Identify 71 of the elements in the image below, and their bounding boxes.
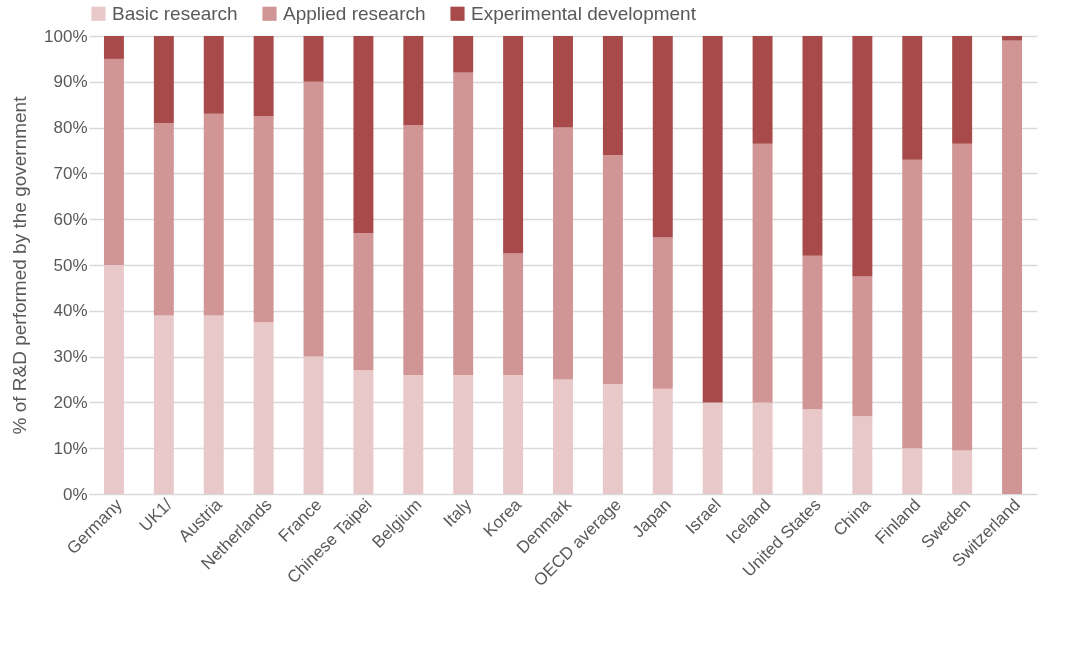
bar bbox=[503, 374, 524, 494]
bar bbox=[952, 36, 973, 144]
bar bbox=[752, 36, 773, 144]
y-tick-label: 70% bbox=[53, 163, 88, 183]
bar bbox=[453, 36, 474, 73]
bar bbox=[503, 36, 524, 254]
bar bbox=[103, 58, 124, 265]
bar bbox=[852, 36, 873, 277]
bar bbox=[602, 36, 623, 156]
bar bbox=[602, 384, 623, 494]
y-tick-label: 20% bbox=[53, 392, 88, 412]
bar bbox=[553, 127, 573, 380]
y-tick-label: 50% bbox=[53, 255, 88, 275]
bar bbox=[553, 379, 573, 494]
legend-label: Applied research bbox=[283, 2, 426, 24]
bar bbox=[203, 36, 224, 114]
y-tick-label: 30% bbox=[53, 347, 88, 367]
legend-label: Experimental development bbox=[471, 2, 697, 24]
bar bbox=[902, 448, 923, 494]
bar bbox=[1002, 36, 1023, 41]
bar bbox=[503, 253, 524, 375]
bar bbox=[253, 322, 274, 494]
bar bbox=[153, 315, 174, 494]
bar bbox=[602, 155, 623, 385]
bar bbox=[203, 315, 224, 494]
bar bbox=[652, 237, 673, 389]
bar bbox=[553, 36, 573, 128]
bar bbox=[802, 409, 823, 494]
bar bbox=[103, 265, 124, 494]
bar bbox=[253, 36, 274, 117]
bar bbox=[852, 276, 873, 417]
bar bbox=[802, 255, 823, 410]
bar bbox=[153, 123, 174, 316]
bar bbox=[702, 402, 723, 494]
bar bbox=[303, 36, 324, 82]
bar bbox=[802, 36, 823, 256]
bar bbox=[353, 36, 374, 233]
bar bbox=[203, 113, 224, 316]
bar bbox=[752, 143, 773, 403]
bar bbox=[952, 143, 973, 451]
bar bbox=[652, 36, 673, 238]
bar bbox=[153, 36, 174, 124]
bar bbox=[1002, 40, 1023, 494]
y-tick-label: 100% bbox=[44, 26, 88, 46]
bar bbox=[752, 402, 773, 494]
x-tick-label: Italy bbox=[439, 494, 476, 531]
bar bbox=[403, 125, 424, 375]
bar bbox=[652, 388, 673, 494]
y-axis-title: % of R&D performed by the government bbox=[9, 95, 31, 435]
bar bbox=[702, 36, 723, 403]
bar bbox=[103, 36, 124, 59]
bar bbox=[902, 36, 923, 160]
bar bbox=[253, 116, 274, 323]
y-tick-label: 90% bbox=[53, 72, 88, 92]
y-tick-label: 80% bbox=[53, 118, 88, 138]
legend-label: Basic research bbox=[112, 2, 238, 24]
bar bbox=[303, 356, 324, 494]
bar bbox=[453, 72, 474, 375]
y-tick-label: 40% bbox=[53, 301, 88, 321]
bar bbox=[403, 36, 424, 126]
bar bbox=[852, 416, 873, 494]
bar bbox=[952, 450, 973, 494]
bar bbox=[303, 81, 324, 357]
bar bbox=[353, 370, 374, 494]
bar bbox=[453, 374, 474, 494]
y-tick-label: 10% bbox=[53, 438, 88, 458]
bar bbox=[353, 232, 374, 371]
y-tick-label: 0% bbox=[62, 484, 88, 504]
y-tick-label: 60% bbox=[53, 209, 88, 229]
bar bbox=[902, 159, 923, 449]
bar bbox=[403, 374, 424, 494]
